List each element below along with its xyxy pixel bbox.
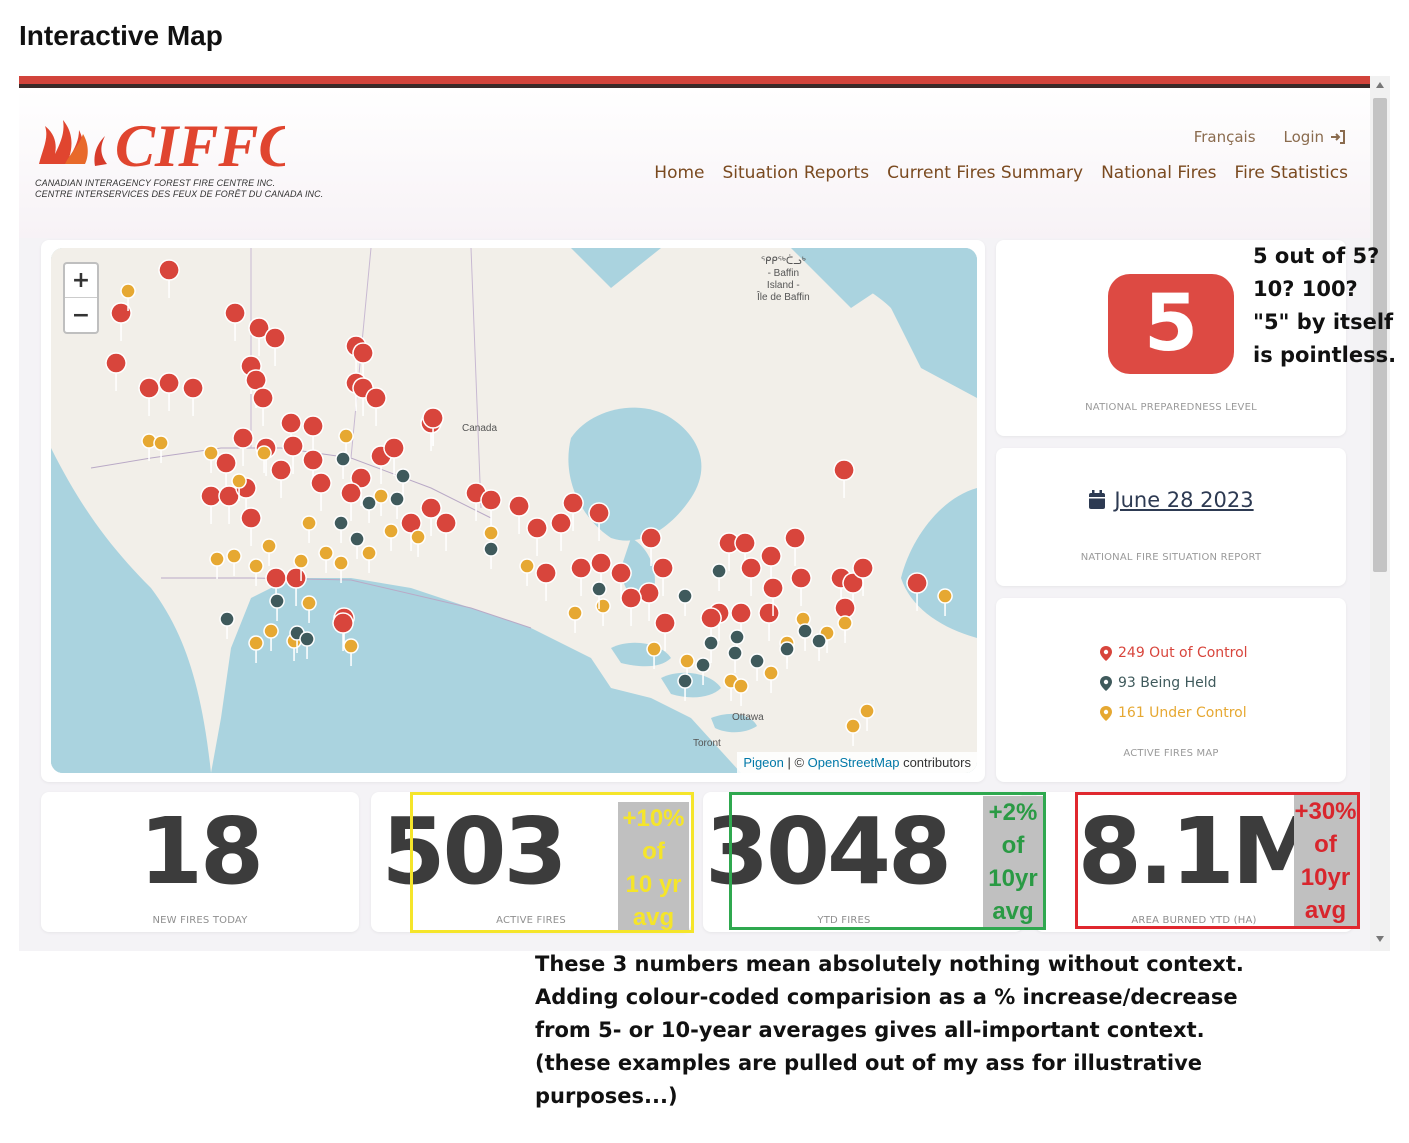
scroll-up-arrow-icon[interactable]: [1376, 82, 1384, 88]
map-pin-yellow-icon: [1100, 705, 1112, 721]
map-label-baffin: ᕿᑭᖅᑖᓗᒃ - Baffin Island - Île de Baffin: [757, 256, 810, 303]
nav-current-fires-summary[interactable]: Current Fires Summary: [887, 163, 1084, 183]
main-nav: Home Situation Reports Current Fires Sum…: [654, 163, 1348, 183]
annotation-note-preparedness: 5 out of 5? 10? 100? "5" by itself is po…: [1253, 244, 1397, 367]
annotation-tag-ytd-fires: +2% of 10yr avg: [983, 796, 1043, 927]
stat-new-fires-value: 18: [138, 798, 264, 905]
utility-nav: Français Login: [1194, 128, 1346, 146]
legend-being-held[interactable]: 93 Being Held: [1100, 668, 1248, 698]
pigeon-link[interactable]: Pigeon: [743, 755, 784, 770]
page-heading: Interactive Map: [19, 20, 223, 51]
scroll-thumb[interactable]: [1373, 98, 1387, 572]
annotation-box-active-fires: [410, 792, 694, 933]
report-date: June 28 2023: [1114, 488, 1254, 512]
stat-area-burned-value: 8.1M: [1077, 798, 1324, 905]
map-pin-teal-icon: [1100, 675, 1112, 691]
attribution-suffix: contributors: [899, 755, 971, 770]
nav-national-fires[interactable]: National Fires: [1101, 163, 1217, 183]
zoom-control: + −: [63, 262, 99, 334]
stat-active-fires-label: ACTIVE FIRES: [496, 915, 566, 926]
report-caption: NATIONAL FIRE SITUATION REPORT: [1080, 552, 1262, 563]
flame-logo-icon: CIFFC: [39, 113, 299, 179]
preparedness-level-card: 5 NATIONAL PREPAREDNESS LEVEL: [996, 240, 1346, 436]
preparedness-level-caption: NATIONAL PREPAREDNESS LEVEL: [1085, 402, 1257, 413]
legend-under-control-text: 161 Under Control: [1118, 705, 1247, 721]
nav-fire-statistics[interactable]: Fire Statistics: [1234, 163, 1348, 183]
legend-out-of-control-text: 249 Out of Control: [1118, 645, 1248, 661]
page-scrollbar[interactable]: [1370, 76, 1390, 951]
stat-area-burned-label: AREA BURNED YTD (HA): [1131, 915, 1257, 926]
stat-new-fires: 18 NEW FIRES TODAY: [41, 792, 359, 932]
map-attribution: Pigeon | © OpenStreetMap contributors: [737, 752, 977, 773]
active-fires-card: 249 Out of Control 93 Being Held 161 Und…: [996, 598, 1346, 782]
login-icon: [1331, 130, 1345, 144]
map-canvas: [51, 248, 977, 773]
map-label-canada: Canada: [462, 423, 498, 434]
login-link[interactable]: Login: [1284, 128, 1346, 146]
interactive-map[interactable]: + − ᕿᑭᖅᑖᓗᒃ - Baffin Island - Île de Baff…: [51, 248, 977, 773]
legend-under-control[interactable]: 161 Under Control: [1100, 698, 1248, 728]
browser-viewport: CIFFC CANADIAN INTERAGENCY FOREST FIRE C…: [19, 76, 1390, 951]
stat-new-fires-label: NEW FIRES TODAY: [152, 915, 248, 926]
logo-wordmark: CIFFC: [115, 113, 285, 176]
language-link[interactable]: Français: [1193, 128, 1256, 146]
site-header: CIFFC CANADIAN INTERAGENCY FOREST FIRE C…: [19, 88, 1370, 238]
stat-ytd-fires-value: 3048: [704, 798, 952, 905]
legend-being-held-text: 93 Being Held: [1118, 675, 1217, 691]
active-fires-caption: ACTIVE FIRES MAP: [1123, 748, 1219, 759]
report-date-link[interactable]: June 28 2023: [996, 488, 1346, 512]
stat-ytd-fires-label: YTD FIRES: [817, 915, 871, 926]
situation-report-card: June 28 2023 NATIONAL FIRE SITUATION REP…: [996, 448, 1346, 586]
calendar-icon: [1089, 490, 1106, 509]
zoom-in-button[interactable]: +: [65, 264, 97, 298]
logo-subtitle-en: CANADIAN INTERAGENCY FOREST FIRE CENTRE …: [35, 178, 276, 188]
ciffc-logo[interactable]: CIFFC CANADIAN INTERAGENCY FOREST FIRE C…: [35, 108, 323, 199]
map-card: + − ᕿᑭᖅᑖᓗᒃ - Baffin Island - Île de Baff…: [41, 240, 985, 782]
fire-status-legend: 249 Out of Control 93 Being Held 161 Und…: [1100, 638, 1248, 728]
preparedness-level-badge: 5: [1108, 274, 1234, 374]
top-accent-bar-dark: [19, 84, 1370, 88]
annotation-box-ytd-fires: [729, 792, 1046, 930]
top-accent-bar: [19, 76, 1370, 84]
logo-subtitle-fr: CENTRE INTERSERVICES DES FEUX DE FORÊT D…: [35, 189, 324, 199]
annotation-note-context: These 3 numbers mean absolutely nothing …: [535, 952, 1244, 1108]
login-label: Login: [1283, 128, 1324, 146]
legend-out-of-control[interactable]: 249 Out of Control: [1100, 638, 1248, 668]
map-label-ottawa: Ottawa: [732, 712, 764, 723]
annotation-box-area-burned: [1075, 792, 1360, 929]
annotation-tag-area-burned: +30% of 10yr avg: [1294, 795, 1357, 926]
nav-home[interactable]: Home: [654, 163, 705, 183]
openstreetmap-link[interactable]: OpenStreetMap: [807, 755, 900, 770]
annotation-tag-active-fires: +10% of 10 yr avg: [618, 802, 689, 931]
map-label-toronto: Toront: [693, 738, 721, 749]
zoom-out-button[interactable]: −: [71, 302, 91, 328]
nav-situation-reports[interactable]: Situation Reports: [722, 163, 870, 183]
scroll-down-arrow-icon[interactable]: [1376, 936, 1384, 942]
stat-ytd-fires: 3048 YTD FIRES: [703, 792, 1023, 932]
attribution-separator: | ©: [783, 755, 808, 770]
map-pin-red-icon: [1100, 645, 1112, 661]
